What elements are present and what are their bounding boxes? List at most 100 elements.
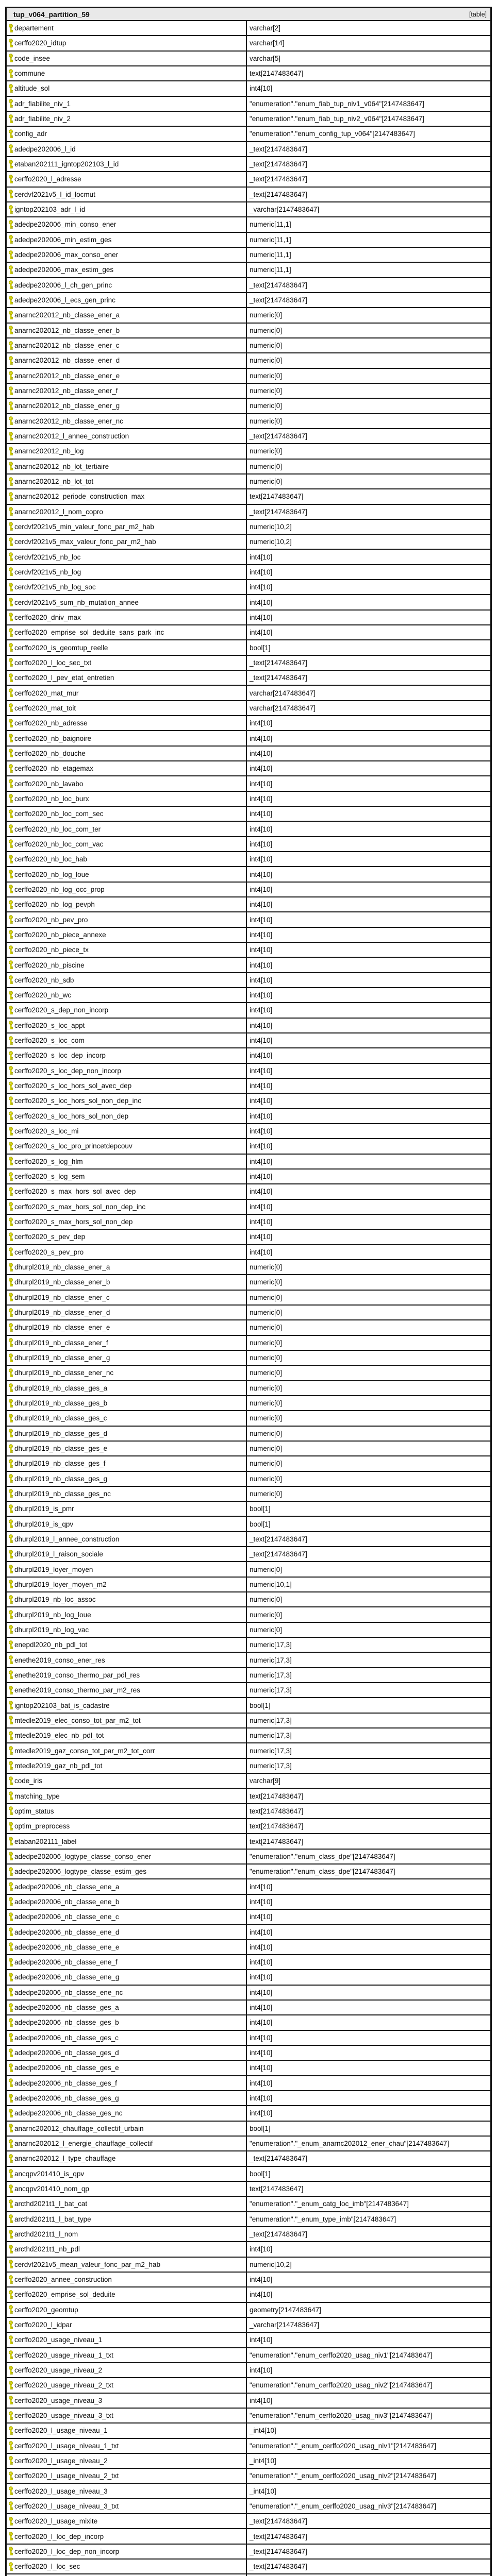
table-row[interactable]: adedpe202006_nb_classe_ene_a int4[10] — [7, 1879, 490, 1895]
table-row[interactable]: cerffo2020_nb_etagemax int4[10] — [7, 761, 490, 777]
table-row[interactable]: dhurpl2019_l_annee_construction _text[21… — [7, 1532, 490, 1548]
table-row[interactable]: anarnc202012_nb_classe_ener_d numeric[0] — [7, 353, 490, 369]
table-row[interactable]: anarnc202012_nb_classe_ener_e numeric[0] — [7, 368, 490, 384]
table-row[interactable]: dhurpl2019_nb_classe_ener_d numeric[0] — [7, 1305, 490, 1321]
table-row[interactable]: dhurpl2019_nb_classe_ener_f numeric[0] — [7, 1335, 490, 1351]
table-row[interactable]: cerdvf2021v5_min_valeur_fonc_par_m2_hab … — [7, 519, 490, 535]
table-row[interactable]: dhurpl2019_is_qpv bool[1] — [7, 1517, 490, 1532]
table-row[interactable]: cerffo2020_emprise_sol_deduite_sans_park… — [7, 625, 490, 641]
table-row[interactable]: cerffo2020_nb_loc_com_sec int4[10] — [7, 807, 490, 822]
table-row[interactable]: dhurpl2019_nb_classe_ener_nc numeric[0] — [7, 1366, 490, 1381]
table-row[interactable]: adedpe202006_logtype_classe_estim_ges "e… — [7, 1865, 490, 1880]
table-row[interactable]: adedpe202006_nb_classe_ges_g int4[10] — [7, 2091, 490, 2107]
table-row[interactable]: cerffo2020_dniv_max int4[10] — [7, 610, 490, 626]
table-row[interactable]: cerffo2020_nb_loc_com_ter int4[10] — [7, 822, 490, 837]
table-row[interactable]: departement varchar[2] — [7, 21, 490, 37]
table-row[interactable]: cerdvf2021v5_sum_nb_mutation_annee int4[… — [7, 595, 490, 611]
table-row[interactable]: adedpe202006_nb_classe_ene_f int4[10] — [7, 1955, 490, 1971]
table-row[interactable]: optim_status text[2147483647] — [7, 1804, 490, 1820]
table-row[interactable]: cerdvf2021v5_nb_log_soc int4[10] — [7, 580, 490, 596]
table-row[interactable]: adedpe202006_max_estim_ges numeric[11,1] — [7, 263, 490, 278]
table-row[interactable]: anarnc202012_nb_classe_ener_a numeric[0] — [7, 308, 490, 324]
table-row[interactable]: arcthd2021t1_nb_pdl int4[10] — [7, 2242, 490, 2258]
table-row[interactable]: cerffo2020_l_usage_niveau_1 _int4[10] — [7, 2424, 490, 2439]
table-row[interactable]: cerffo2020_s_loc_hors_sol_avec_dep int4[… — [7, 1078, 490, 1094]
table-row[interactable]: enethe2019_conso_thermo_par_pdl_res nume… — [7, 1668, 490, 1684]
table-row[interactable]: cerffo2020_nb_log_loue int4[10] — [7, 867, 490, 883]
table-row[interactable]: adedpe202006_min_estim_ges numeric[11,1] — [7, 232, 490, 248]
table-row[interactable]: anarnc202012_nb_log numeric[0] — [7, 444, 490, 460]
table-row[interactable]: cerffo2020_usage_niveau_1 int4[10] — [7, 2333, 490, 2348]
table-row[interactable]: cerffo2020_nb_loc_hab int4[10] — [7, 852, 490, 868]
table-row[interactable]: dhurpl2019_nb_classe_ener_c numeric[0] — [7, 1290, 490, 1306]
table-row[interactable]: cerffo2020_l_idpar _varchar[2147483647] — [7, 2317, 490, 2333]
table-row[interactable]: cerffo2020_s_loc_hors_sol_non_dep_inc in… — [7, 1094, 490, 1109]
table-row[interactable]: cerffo2020_nb_adresse int4[10] — [7, 716, 490, 732]
table-row[interactable]: cerffo2020_usage_niveau_2_txt "enumerati… — [7, 2378, 490, 2394]
table-row[interactable]: cerdvf2021v5_l_id_locmut _text[214748364… — [7, 187, 490, 202]
table-row[interactable]: cerffo2020_l_loc_dep_incorp _text[214748… — [7, 2529, 490, 2545]
table-row[interactable]: cerffo2020_s_loc_dep_non_incorp int4[10] — [7, 1063, 490, 1079]
table-row[interactable]: cerdvf2021v5_nb_log int4[10] — [7, 565, 490, 581]
table-row[interactable]: cerffo2020_is_geomtup_reelle bool[1] — [7, 640, 490, 656]
table-row[interactable]: anarnc202012_nb_classe_ener_nc numeric[0… — [7, 414, 490, 429]
table-row[interactable]: cerffo2020_usage_niveau_3_txt "enumerati… — [7, 2408, 490, 2424]
table-row[interactable]: cerffo2020_nb_sdb int4[10] — [7, 973, 490, 988]
table-row[interactable]: cerffo2020_nb_piece_tx int4[10] — [7, 943, 490, 958]
table-row[interactable]: cerffo2020_s_max_hors_sol_non_dep int4[1… — [7, 1214, 490, 1230]
table-row[interactable]: cerffo2020_geomtup geometry[2147483647] — [7, 2302, 490, 2318]
table-row[interactable]: cerffo2020_l_loc_ter _text[2147483647] — [7, 2574, 490, 2576]
table-row[interactable]: ancqpv201410_is_qpv bool[1] — [7, 2166, 490, 2182]
table-row[interactable]: cerffo2020_s_max_hors_sol_non_dep_inc in… — [7, 1199, 490, 1215]
table-row[interactable]: etaban202111_igntop202103_l_id _text[214… — [7, 157, 490, 173]
table-row[interactable]: adedpe202006_nb_classe_ges_c int4[10] — [7, 2030, 490, 2046]
table-row[interactable]: dhurpl2019_loyer_moyen numeric[0] — [7, 1562, 490, 1578]
table-row[interactable]: arcthd2021t1_l_bat_cat "enumeration"."_e… — [7, 2197, 490, 2212]
table-row[interactable]: code_iris varchar[9] — [7, 1774, 490, 1789]
table-row[interactable]: cerffo2020_s_loc_mi int4[10] — [7, 1124, 490, 1140]
table-row[interactable]: cerffo2020_s_pev_dep int4[10] — [7, 1230, 490, 1245]
table-row[interactable]: cerffo2020_nb_log_pevph int4[10] — [7, 897, 490, 913]
table-row[interactable]: dhurpl2019_nb_classe_ener_b numeric[0] — [7, 1275, 490, 1291]
table-row[interactable]: matching_type text[2147483647] — [7, 1789, 490, 1804]
table-row[interactable]: cerffo2020_usage_niveau_3 int4[10] — [7, 2393, 490, 2409]
table-row[interactable]: etaban202111_label text[2147483647] — [7, 1834, 490, 1850]
table-row[interactable]: cerffo2020_nb_loc_burx int4[10] — [7, 791, 490, 807]
table-row[interactable]: adedpe202006_l_ecs_gen_princ _text[21474… — [7, 293, 490, 309]
table-row[interactable]: cerffo2020_annee_construction int4[10] — [7, 2272, 490, 2288]
table-row[interactable]: config_adr "enumeration"."enum_config_tu… — [7, 127, 490, 142]
table-row[interactable]: cerffo2020_l_usage_niveau_1_txt "enumera… — [7, 2438, 490, 2454]
table-row[interactable]: adedpe202006_min_conso_ener numeric[11,1… — [7, 217, 490, 233]
table-row[interactable]: anarnc202012_l_annee_construction _text[… — [7, 429, 490, 445]
table-row[interactable]: enepdl2020_nb_pdl_tot numeric[17,3] — [7, 1638, 490, 1653]
table-row[interactable]: dhurpl2019_l_raison_sociale _text[214748… — [7, 1547, 490, 1563]
table-row[interactable]: anarnc202012_nb_classe_ener_b numeric[0] — [7, 323, 490, 338]
table-row[interactable]: adedpe202006_nb_classe_ges_b int4[10] — [7, 2015, 490, 2031]
table-row[interactable]: mtedle2019_elec_nb_pdl_tot numeric[17,3] — [7, 1728, 490, 1744]
table-row[interactable]: cerffo2020_nb_wc int4[10] — [7, 988, 490, 1004]
table-row[interactable]: adedpe202006_nb_classe_ene_d int4[10] — [7, 1925, 490, 1940]
table-row[interactable]: adr_fiabilite_niv_2 "enumeration"."enum_… — [7, 111, 490, 127]
table-row[interactable]: cerffo2020_idtup varchar[14] — [7, 36, 490, 52]
table-row[interactable]: mtedle2019_gaz_nb_pdl_tot numeric[17,3] — [7, 1758, 490, 1774]
table-row[interactable]: cerffo2020_s_log_sem int4[10] — [7, 1169, 490, 1185]
table-row[interactable]: adedpe202006_nb_classe_ges_a int4[10] — [7, 2000, 490, 2016]
table-node-header[interactable]: tup_v064_partition_59 [table] — [7, 8, 490, 21]
table-row[interactable]: cerffo2020_nb_douche int4[10] — [7, 746, 490, 762]
table-row[interactable]: cerffo2020_l_loc_sec _text[2147483647] — [7, 2560, 490, 2575]
table-row[interactable]: dhurpl2019_nb_loc_assoc numeric[0] — [7, 1592, 490, 1608]
table-row[interactable]: enethe2019_conso_ener_res numeric[17,3] — [7, 1653, 490, 1668]
table-row[interactable]: cerffo2020_nb_piece_annexe int4[10] — [7, 927, 490, 943]
table-row[interactable]: cerffo2020_l_loc_dep_non_incorp _text[21… — [7, 2544, 490, 2560]
table-row[interactable]: optim_preprocess text[2147483647] — [7, 1819, 490, 1835]
table-row[interactable]: anarnc202012_nb_lot_tertiaire numeric[0] — [7, 459, 490, 474]
table-row[interactable]: dhurpl2019_nb_classe_ges_g numeric[0] — [7, 1471, 490, 1487]
table-row[interactable]: cerffo2020_l_adresse _text[2147483647] — [7, 172, 490, 188]
table-row[interactable]: cerdvf2021v5_nb_loc int4[10] — [7, 550, 490, 565]
table-row[interactable]: cerffo2020_l_usage_niveau_3 _int4[10] — [7, 2484, 490, 2499]
table-row[interactable]: adedpe202006_l_id _text[2147483647] — [7, 142, 490, 157]
table-row[interactable]: dhurpl2019_nb_classe_ges_nc numeric[0] — [7, 1486, 490, 1502]
table-row[interactable]: anarnc202012_l_type_chauffage _text[2147… — [7, 2151, 490, 2167]
table-row[interactable]: cerffo2020_l_usage_niveau_2 _int4[10] — [7, 2453, 490, 2469]
table-row[interactable]: ancqpv201410_nom_qp text[2147483647] — [7, 2181, 490, 2197]
